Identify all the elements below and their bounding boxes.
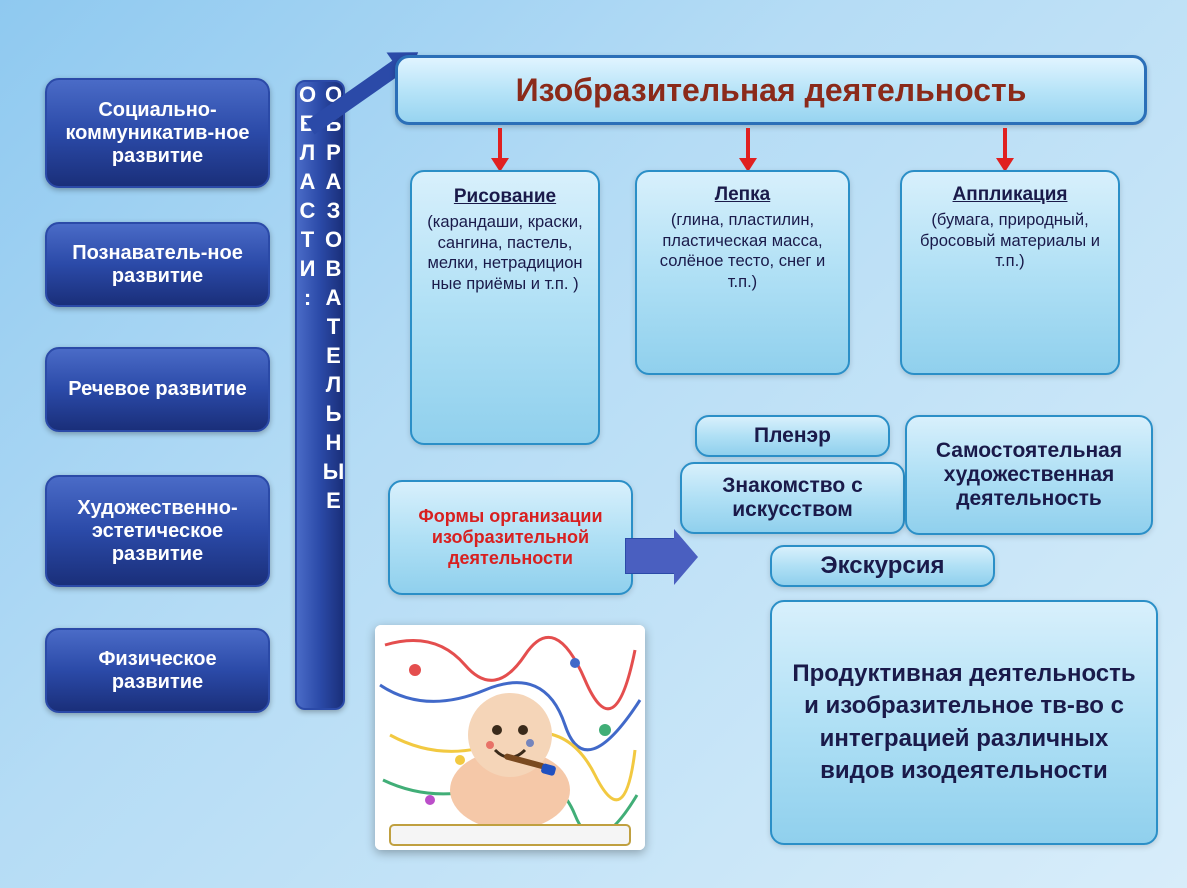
activity-title: Лепка xyxy=(715,184,770,206)
small-box-productive-activity: Продуктивная деятельность и изобразитель… xyxy=(770,600,1158,845)
header-text: Изобразительная деятельность xyxy=(516,72,1027,109)
small-box-label: Пленэр xyxy=(754,424,831,448)
vertical-label-educational-areas: ОБРАЗОВАТЕЛЬНЫЕ ОБЛАСТИ: xyxy=(295,80,345,710)
baby-painting-icon xyxy=(375,625,645,850)
forms-of-organization-box: Формы организации изобразительной деятел… xyxy=(388,480,633,595)
sidebar-label: Социально-коммуникатив-ное развитие xyxy=(57,99,258,168)
small-box-independent-art: Самостоятельная художественная деятельно… xyxy=(905,415,1153,535)
activity-box-drawing: Рисование (карандаши, краски, сангина, п… xyxy=(410,170,600,445)
activity-detail: (глина, пластилин, пластическая масса, с… xyxy=(647,210,838,293)
small-box-label: Продуктивная деятельность и изобразитель… xyxy=(782,658,1146,788)
small-box-plein-air: Пленэр xyxy=(695,415,890,457)
activity-box-applique: Аппликация (бумага, природный, бросовый … xyxy=(900,170,1120,375)
small-box-art-acquaintance: Знакомство с искусством xyxy=(680,462,905,534)
activity-detail: (бумага, природный, бросовый материалы и… xyxy=(912,210,1108,272)
forms-text: Формы организации изобразительной деятел… xyxy=(400,506,621,569)
sidebar-box-speech: Речевое развитие xyxy=(45,347,270,432)
small-box-label: Самостоятельная художественная деятельно… xyxy=(917,439,1141,511)
activity-detail: (карандаши, краски, сангина, пастель, ме… xyxy=(422,212,588,295)
sidebar-label: Речевое развитие xyxy=(68,378,246,401)
sidebar-label: Физическое развитие xyxy=(57,648,258,694)
arrow-right-icon xyxy=(625,538,675,574)
sidebar-box-physical: Физическое развитие xyxy=(45,628,270,713)
activity-title: Рисование xyxy=(454,186,556,208)
sidebar-box-cognitive: Познаватель-ное развитие xyxy=(45,222,270,307)
sidebar-box-artistic-aesthetic: Художественно-эстетическое развитие xyxy=(45,475,270,587)
sidebar-box-social-communicative: Социально-коммуникатив-ное развитие xyxy=(45,78,270,188)
small-box-label: Знакомство с искусством xyxy=(692,474,893,522)
small-box-excursion: Экскурсия xyxy=(770,545,995,587)
sidebar-label: Художественно-эстетическое развитие xyxy=(57,497,258,566)
small-box-label: Экскурсия xyxy=(821,552,945,580)
activity-title: Аппликация xyxy=(953,184,1068,206)
activity-box-modeling: Лепка (глина, пластилин, пластическая ма… xyxy=(635,170,850,375)
baby-painting-image xyxy=(375,625,645,850)
header-visual-activity: Изобразительная деятельность xyxy=(395,55,1147,125)
sidebar-label: Познаватель-ное развитие xyxy=(57,242,258,288)
vertical-label-text: ОБРАЗОВАТЕЛЬНЫЕ ОБЛАСТИ: xyxy=(294,82,346,708)
